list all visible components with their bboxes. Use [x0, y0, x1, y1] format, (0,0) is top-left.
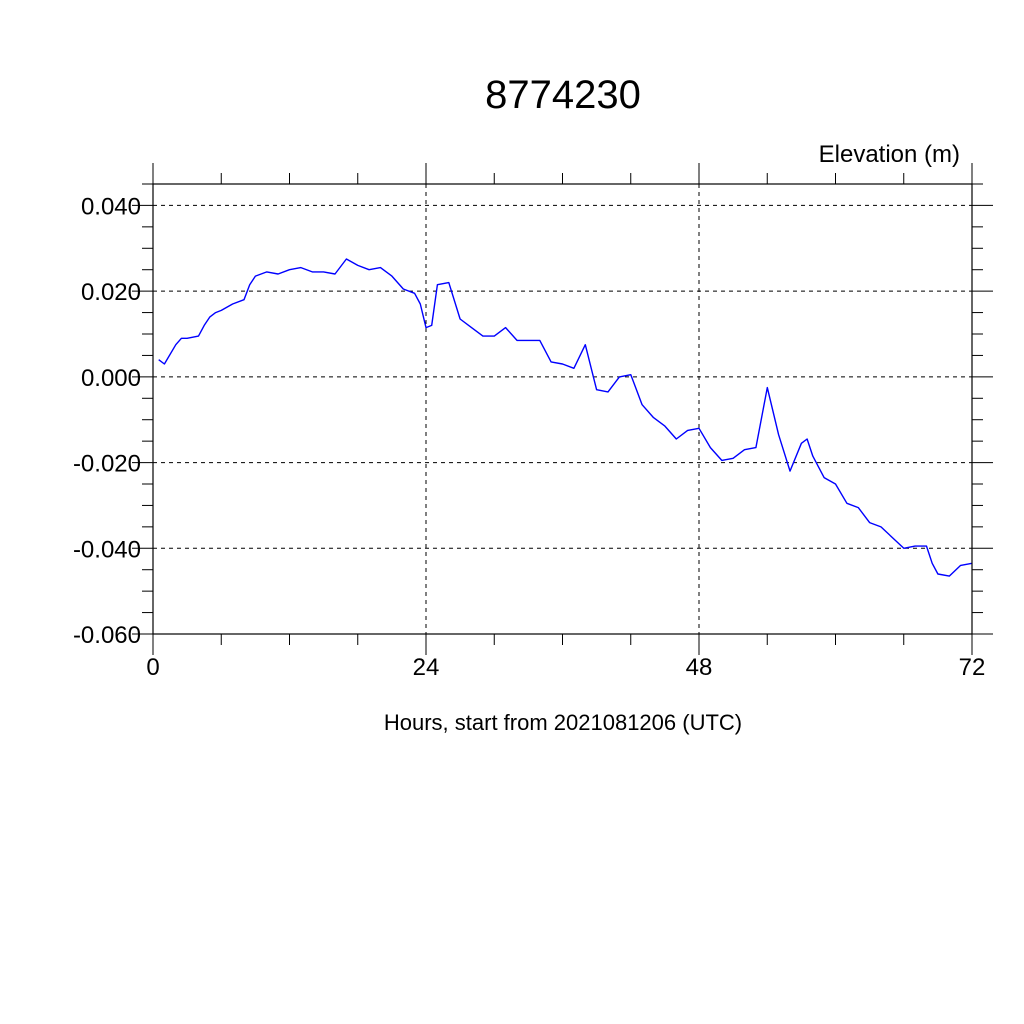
y-tick-label: 0.000: [81, 365, 141, 392]
grid: [152, 184, 973, 635]
x-tick-label: 48: [686, 654, 713, 681]
y-tick-label: -0.020: [73, 451, 141, 478]
plot-frame: [152, 183, 973, 635]
axis-ticks: [132, 163, 993, 655]
chart-title: 8774230: [485, 73, 641, 117]
x-tick-label: 24: [413, 654, 440, 681]
y-axis-label: Elevation (m): [819, 141, 960, 168]
x-tick-label: 72: [959, 654, 986, 681]
plot-area: [158, 258, 973, 577]
y-tick-label: 0.020: [81, 279, 141, 306]
series-line: [158, 258, 973, 577]
plot-border: [152, 183, 973, 635]
y-tick-label: 0.040: [81, 193, 141, 220]
y-tick-label: -0.040: [73, 536, 141, 563]
x-axis-label: Hours, start from 2021081206 (UTC): [384, 710, 742, 735]
y-tick-label: -0.060: [73, 622, 141, 649]
x-tick-label: 0: [146, 654, 159, 681]
